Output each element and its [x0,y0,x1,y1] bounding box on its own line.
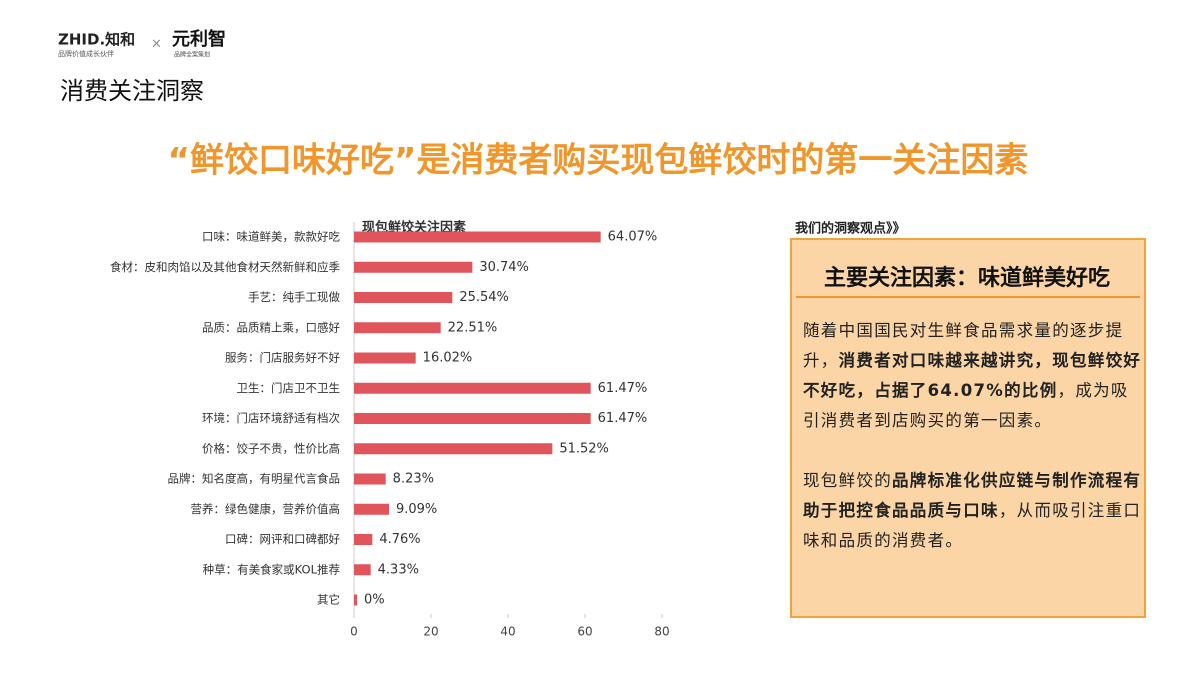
logo-separator: × [151,37,162,52]
bar [354,564,371,576]
value-label: 22.51% [448,320,498,335]
value-label: 64.07% [608,230,658,245]
y-tick-label: 口味：味道鲜美，款款好吃 [202,230,340,244]
x-tick-label: 40 [500,625,515,639]
y-tick-label: 种草：有美食家或KOL推荐 [203,562,340,576]
y-tick-label: 口碑：网评和口碑都好 [225,532,340,546]
paragraph: 随着中国国民对生鲜食品需求量的逐步提升，消费者对口味越来越讲究，现包鲜饺好不好吃… [803,316,1143,436]
bar [354,413,591,424]
value-label: 61.47% [598,381,648,396]
y-tick-label: 营养：绿色健康，营养价值高 [191,502,341,516]
y-tick-label: 品质：品质精上乘，口感好 [202,320,340,334]
x-tick-label: 20 [423,625,438,639]
logo-right-tagline: 品牌全案策划 [174,51,210,59]
bar [354,352,416,364]
paragraph: 现包鲜饺的品牌标准化供应链与制作流程有助于把控食品品质与口味，从而吸引注重口味和… [803,466,1143,556]
text-run: 随着中国国民对生鲜食品需求量的逐步提升， [803,321,1124,370]
value-label: 8.23% [393,472,434,487]
bar [354,322,441,334]
y-tick-label: 环境：门店环境舒适有档次 [202,411,340,425]
value-label: 51.52% [559,441,609,456]
y-tick-label: 手艺：纯手工现做 [248,290,340,304]
bar [354,382,591,394]
insight-text: 随着中国国民对生鲜食品需求量的逐步提升，消费者对口味越来越讲究，现包鲜饺好不好吃… [803,316,1143,586]
value-label: 25.54% [459,290,509,305]
y-tick-label: 食材：皮和肉馅以及其他食材天然新鲜和应季 [110,260,340,274]
value-label: 4.33% [378,562,419,577]
y-tick-label: 服务：门店服务好不好 [225,351,340,365]
bar [354,534,373,545]
text-run: ，成为吸引消费者到店购买的第一因素。 [803,381,1129,430]
value-label: 4.76% [379,532,420,547]
text-run: 消费者对口味越来越讲究，现包鲜饺好不好吃，占据了64.07%的比例 [803,351,1142,400]
y-tick-label: 品牌：知名度高，有明星代言食品 [168,472,341,486]
bar [354,443,553,455]
bar [354,292,453,303]
logo-left-tagline: 品牌价值成长伙伴 [58,49,114,58]
y-tick-label: 卫生：门店卫不卫生 [237,381,341,395]
value-label: 30.74% [479,260,529,275]
section-title: 消费关注洞察 [60,77,204,105]
bar [354,231,601,243]
bar [354,594,357,606]
insight-box [790,238,1146,618]
value-label: 9.09% [396,502,437,517]
value-label: 0% [364,593,385,608]
bar [354,503,389,515]
page-title: “鲜饺口味好吃”是消费者购买现包鲜饺时的第一关注因素 [168,141,1029,181]
logo-right: 元利智 [172,28,226,50]
x-tick-label: 60 [577,625,592,639]
insight-heading: 主要关注因素：味道鲜美好吃 [824,265,1110,291]
text-run: ，从而吸引注重口味和品质的消费者。 [803,501,1142,550]
text-run: 品牌标准化供应链与制作流程有助于把控食品品质与口味 [803,471,1142,520]
x-tick-label: 0 [350,625,358,639]
logo-left: ZHID.知和 [58,31,135,49]
y-tick-label: 其它 [317,593,340,607]
x-tick-label: 80 [654,625,669,639]
bar [354,261,473,273]
value-label: 61.47% [598,411,648,426]
bar [354,473,386,485]
insight-label: 我们的洞察观点》》 [795,221,906,237]
text-run: 现包鲜饺的 [803,471,892,490]
value-label: 16.02% [423,351,473,366]
y-tick-label: 价格：饺子不贵，性价比高 [202,441,340,455]
